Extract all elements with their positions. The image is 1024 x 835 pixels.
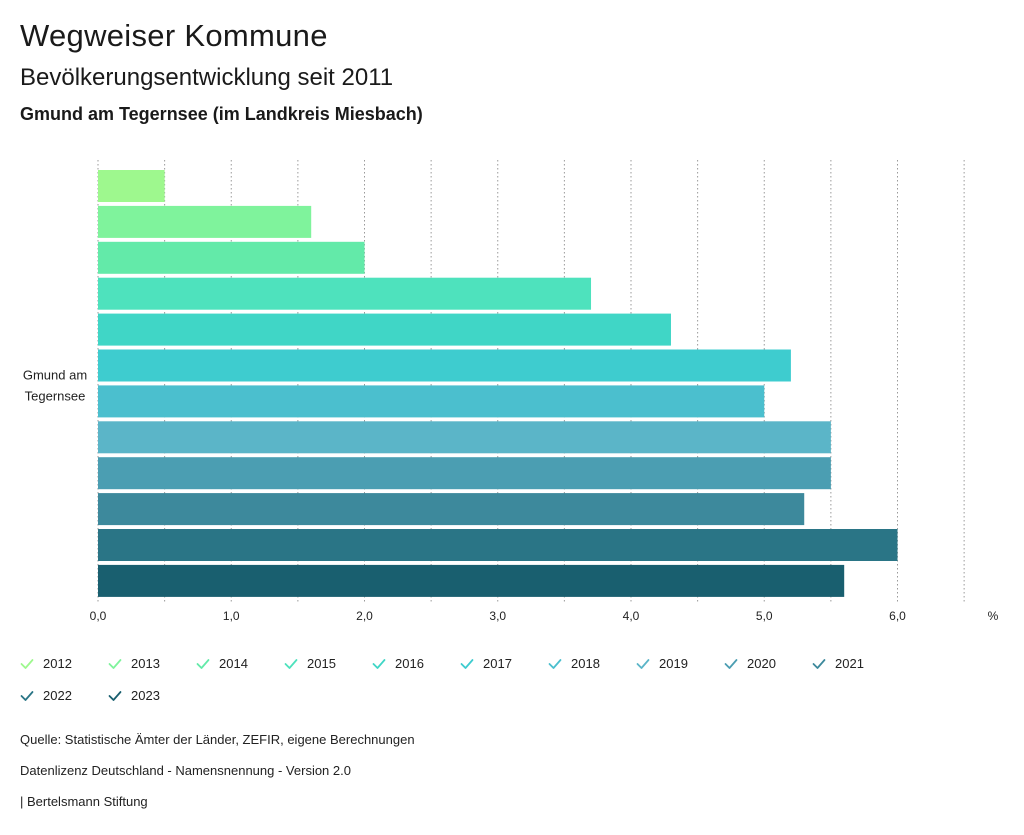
check-icon — [196, 658, 210, 669]
check-icon — [20, 658, 34, 669]
legend-label: 2019 — [659, 656, 688, 671]
legend-item-2023[interactable]: 2023 — [108, 688, 160, 703]
check-icon — [284, 658, 298, 669]
legend-label: 2015 — [307, 656, 336, 671]
legend-item-2015[interactable]: 2015 — [284, 656, 336, 671]
category-label: Tegernsee — [25, 388, 86, 403]
legend-item-2013[interactable]: 2013 — [108, 656, 160, 671]
check-icon — [636, 658, 650, 669]
legend-item-2021[interactable]: 2021 — [812, 656, 864, 671]
legend-item-2014[interactable]: 2014 — [196, 656, 248, 671]
bar-2014 — [98, 241, 365, 274]
legend-item-2012[interactable]: 2012 — [20, 656, 72, 671]
legend-label: 2021 — [835, 656, 864, 671]
bar-2019 — [98, 421, 831, 454]
bar-2017 — [98, 349, 791, 382]
publisher-note: | Bertelsmann Stiftung — [20, 794, 148, 809]
page-title: Wegweiser Kommune — [20, 18, 328, 53]
x-tick-label: 0,0 — [90, 609, 107, 623]
bar-2016 — [98, 313, 671, 346]
legend-item-2016[interactable]: 2016 — [372, 656, 424, 671]
bar-2022 — [98, 529, 898, 561]
legend-label: 2016 — [395, 656, 424, 671]
x-tick-label: 6,0 — [889, 609, 906, 623]
source-note: Quelle: Statistische Ämter der Länder, Z… — [20, 732, 415, 747]
legend-label: 2018 — [571, 656, 600, 671]
region-label: Gmund am Tegernsee (im Landkreis Miesbac… — [20, 104, 423, 124]
legend-item-2019[interactable]: 2019 — [636, 656, 688, 671]
bar-chart: 0,0 1,0 2,0 3,0 4,0 5,0 6,0 % Gmund am Tegernsee — [23, 160, 999, 623]
legend-label: 2020 — [747, 656, 776, 671]
check-icon — [20, 690, 34, 701]
check-icon — [724, 658, 738, 669]
legend-label: 2014 — [219, 656, 248, 671]
legend-item-2018[interactable]: 2018 — [548, 656, 600, 671]
check-icon — [108, 690, 122, 701]
bar-2023 — [98, 564, 845, 597]
x-tick-label: 2,0 — [356, 609, 373, 623]
bar-2018 — [98, 385, 765, 418]
legend-item-2022[interactable]: 2022 — [20, 688, 72, 703]
legend-item-2017[interactable]: 2017 — [460, 656, 512, 671]
x-tick-label: 4,0 — [623, 609, 640, 623]
check-icon — [812, 658, 826, 669]
legend-label: 2017 — [483, 656, 512, 671]
check-icon — [548, 658, 562, 669]
bar-2013 — [98, 205, 312, 238]
bar-2020 — [98, 457, 831, 490]
legend-label: 2013 — [131, 656, 160, 671]
legend-label: 2012 — [43, 656, 72, 671]
x-tick-label: 3,0 — [489, 609, 506, 623]
check-icon — [372, 658, 386, 669]
legend-label: 2023 — [131, 688, 160, 703]
legend-item-2020[interactable]: 2020 — [724, 656, 776, 671]
category-label: Gmund am — [23, 367, 87, 382]
x-tick-label: 1,0 — [223, 609, 240, 623]
check-icon — [460, 658, 474, 669]
license-note: Datenlizenz Deutschland - Namensnennung … — [20, 763, 351, 778]
bar-2021 — [98, 493, 805, 526]
chart-subtitle: Bevölkerungsentwicklung seit 2011 — [20, 64, 394, 91]
legend-label: 2022 — [43, 688, 72, 703]
bar-2015 — [98, 277, 592, 310]
bar-2012 — [98, 170, 165, 202]
x-tick-label: 5,0 — [756, 609, 773, 623]
check-icon — [108, 658, 122, 669]
x-unit-label: % — [988, 609, 999, 623]
